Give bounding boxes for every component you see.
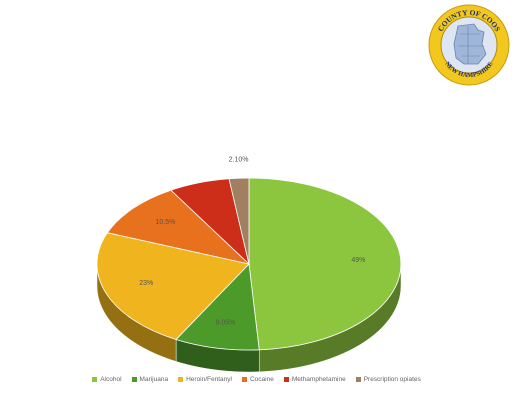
pie-slice-marijuana [175,263,260,351]
legend-item-prescription-opiates: Prescription opiates [355,375,421,383]
legend-item-marijuana: Marijuana [131,375,169,383]
legend-label: Methamphetamine [291,375,346,383]
legend-label: Heroin/Fentanyl [186,375,232,383]
pie-slice-alcohol [248,177,402,351]
county-seal-logo: COUNTY OF COOS NEW HAMPSHIRE [428,4,510,86]
legend-label: Cocaine [249,375,274,383]
data-label-cocaine: 10.5% [155,219,175,226]
pie-slice-heroin-fentanyl [96,232,250,340]
chart-legend: Alcohol Marijuana Heroin/Fentanyl Cocaine Me… [0,370,513,388]
legend-swatch [92,376,98,382]
pie-sides [96,263,402,373]
data-label-alcohol: 49% [351,257,365,264]
legend-item-heroin-fentanyl: Heroin/Fentanyl [178,376,232,383]
legend-label: Alcohol [100,375,122,383]
legend-swatch [131,376,137,382]
legend-swatch [241,376,247,382]
legend-swatch [283,376,289,382]
pie-slices [96,177,402,351]
legend-label: Marijuana [139,375,169,383]
pie-data-labels: 49% 9.05% 23% 10.5% 2.10% [139,156,365,326]
data-label-prescription-opiates: 2.10% [229,156,249,163]
legend-item-methamphetamine: Methamphetamine [283,375,346,383]
legend-label: Prescription opiates [363,375,421,383]
legend-swatch [178,376,184,382]
legend-item-cocaine: Cocaine [241,375,274,383]
pie-slice-cocaine [106,189,251,265]
pie-slice-prescription-opiates [228,177,250,265]
data-label-marijuana: 9.05% [216,320,236,327]
legend-swatch [355,376,361,382]
legend-item-alcohol: Alcohol [92,375,122,383]
data-label-heroin-fentanyl: 23% [139,280,153,287]
